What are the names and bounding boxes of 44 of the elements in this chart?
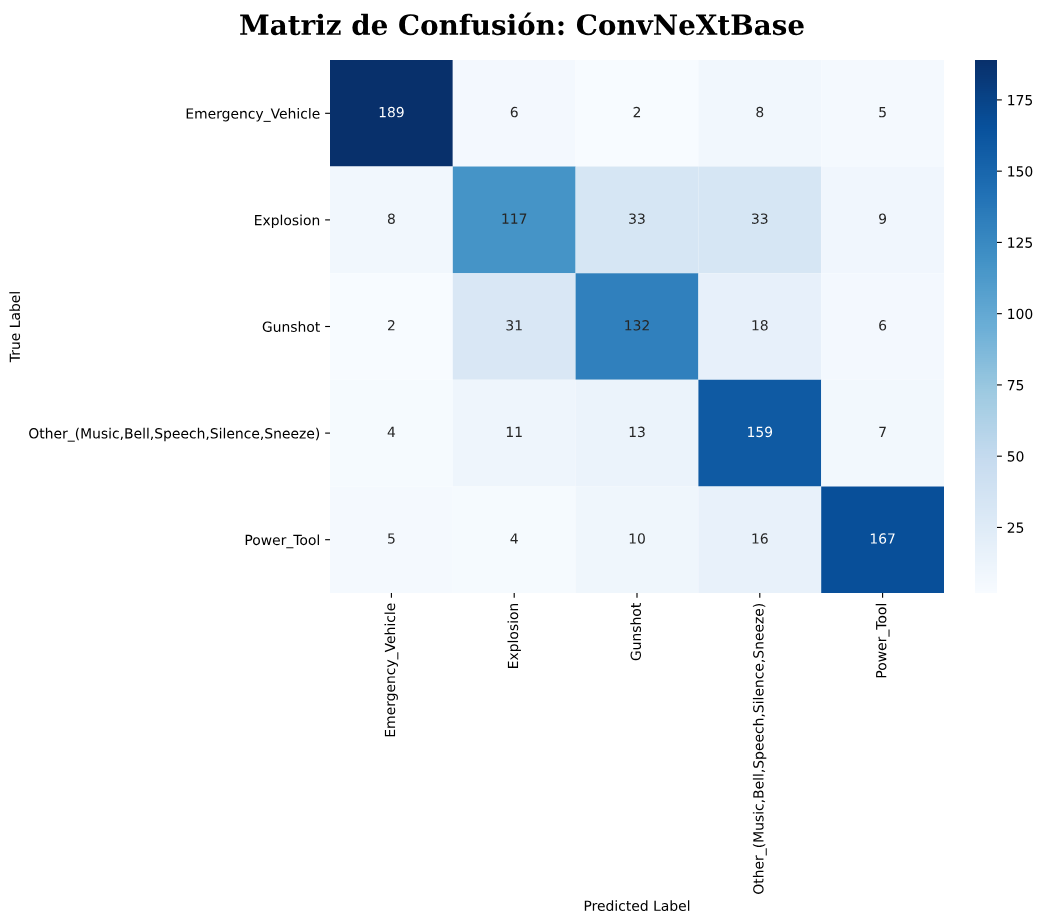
x-tick-label: Power_Tool	[875, 604, 890, 678]
color-bar-label: 25	[1007, 522, 1024, 533]
y-tick-label: Power_Tool	[245, 534, 319, 549]
y-tick-label: Emergency_Vehicle	[186, 108, 320, 122]
color-bar-label: 50	[1007, 451, 1024, 462]
data-label: 8	[387, 213, 395, 224]
x-tick-label: Gunshot	[630, 603, 642, 661]
data-label: 33	[752, 213, 768, 224]
data-label: 10	[629, 533, 645, 544]
color-bar-label: 75	[1007, 380, 1024, 391]
data-label: 6	[510, 106, 518, 118]
data-label: 5	[388, 533, 395, 544]
data-label: 8	[756, 106, 764, 118]
data-label: 132	[625, 320, 649, 331]
data-label: 33	[629, 213, 645, 224]
color-bar-label: 175	[1008, 95, 1033, 106]
data-label: 117	[502, 213, 527, 224]
data-label: 4	[510, 533, 518, 544]
data-label: 7	[879, 426, 886, 437]
data-label: 9	[879, 213, 887, 224]
data-label: 159	[748, 426, 773, 438]
data-label: 31	[506, 320, 522, 331]
y-tick-label: Explosion	[255, 214, 320, 229]
color-bar-label: 150	[1008, 166, 1033, 177]
x-tick-label: Explosion	[507, 603, 521, 668]
data-label: 4	[387, 426, 396, 437]
color-bar-label: 125	[1008, 237, 1033, 248]
x-axis-title: Predicted Label	[584, 900, 690, 911]
data-label: 189	[379, 106, 404, 118]
y-tick-label: Other_(Music,Bell,Speech,Silence,Sneeze)	[29, 427, 320, 442]
y-tick-label: Gunshot	[262, 321, 320, 332]
data-label: 6	[879, 320, 887, 331]
color-bar-label: 100	[1008, 308, 1033, 320]
data-label: 5	[879, 107, 886, 118]
data-label: 167	[870, 533, 895, 544]
data-label: 2	[633, 106, 641, 118]
data-label: 16	[752, 533, 768, 544]
y-axis-title: True Label	[9, 292, 21, 363]
chart-title: Matriz de Confusión: ConvNeXtBase	[240, 12, 804, 36]
x-tick-label: Other_(Music,Bell,Speech,Silence,Sneeze)	[752, 603, 767, 894]
data-label: 2	[388, 320, 395, 331]
data-label: 11	[506, 426, 522, 437]
data-label: 13	[629, 426, 645, 438]
data-label: 18	[752, 320, 768, 331]
